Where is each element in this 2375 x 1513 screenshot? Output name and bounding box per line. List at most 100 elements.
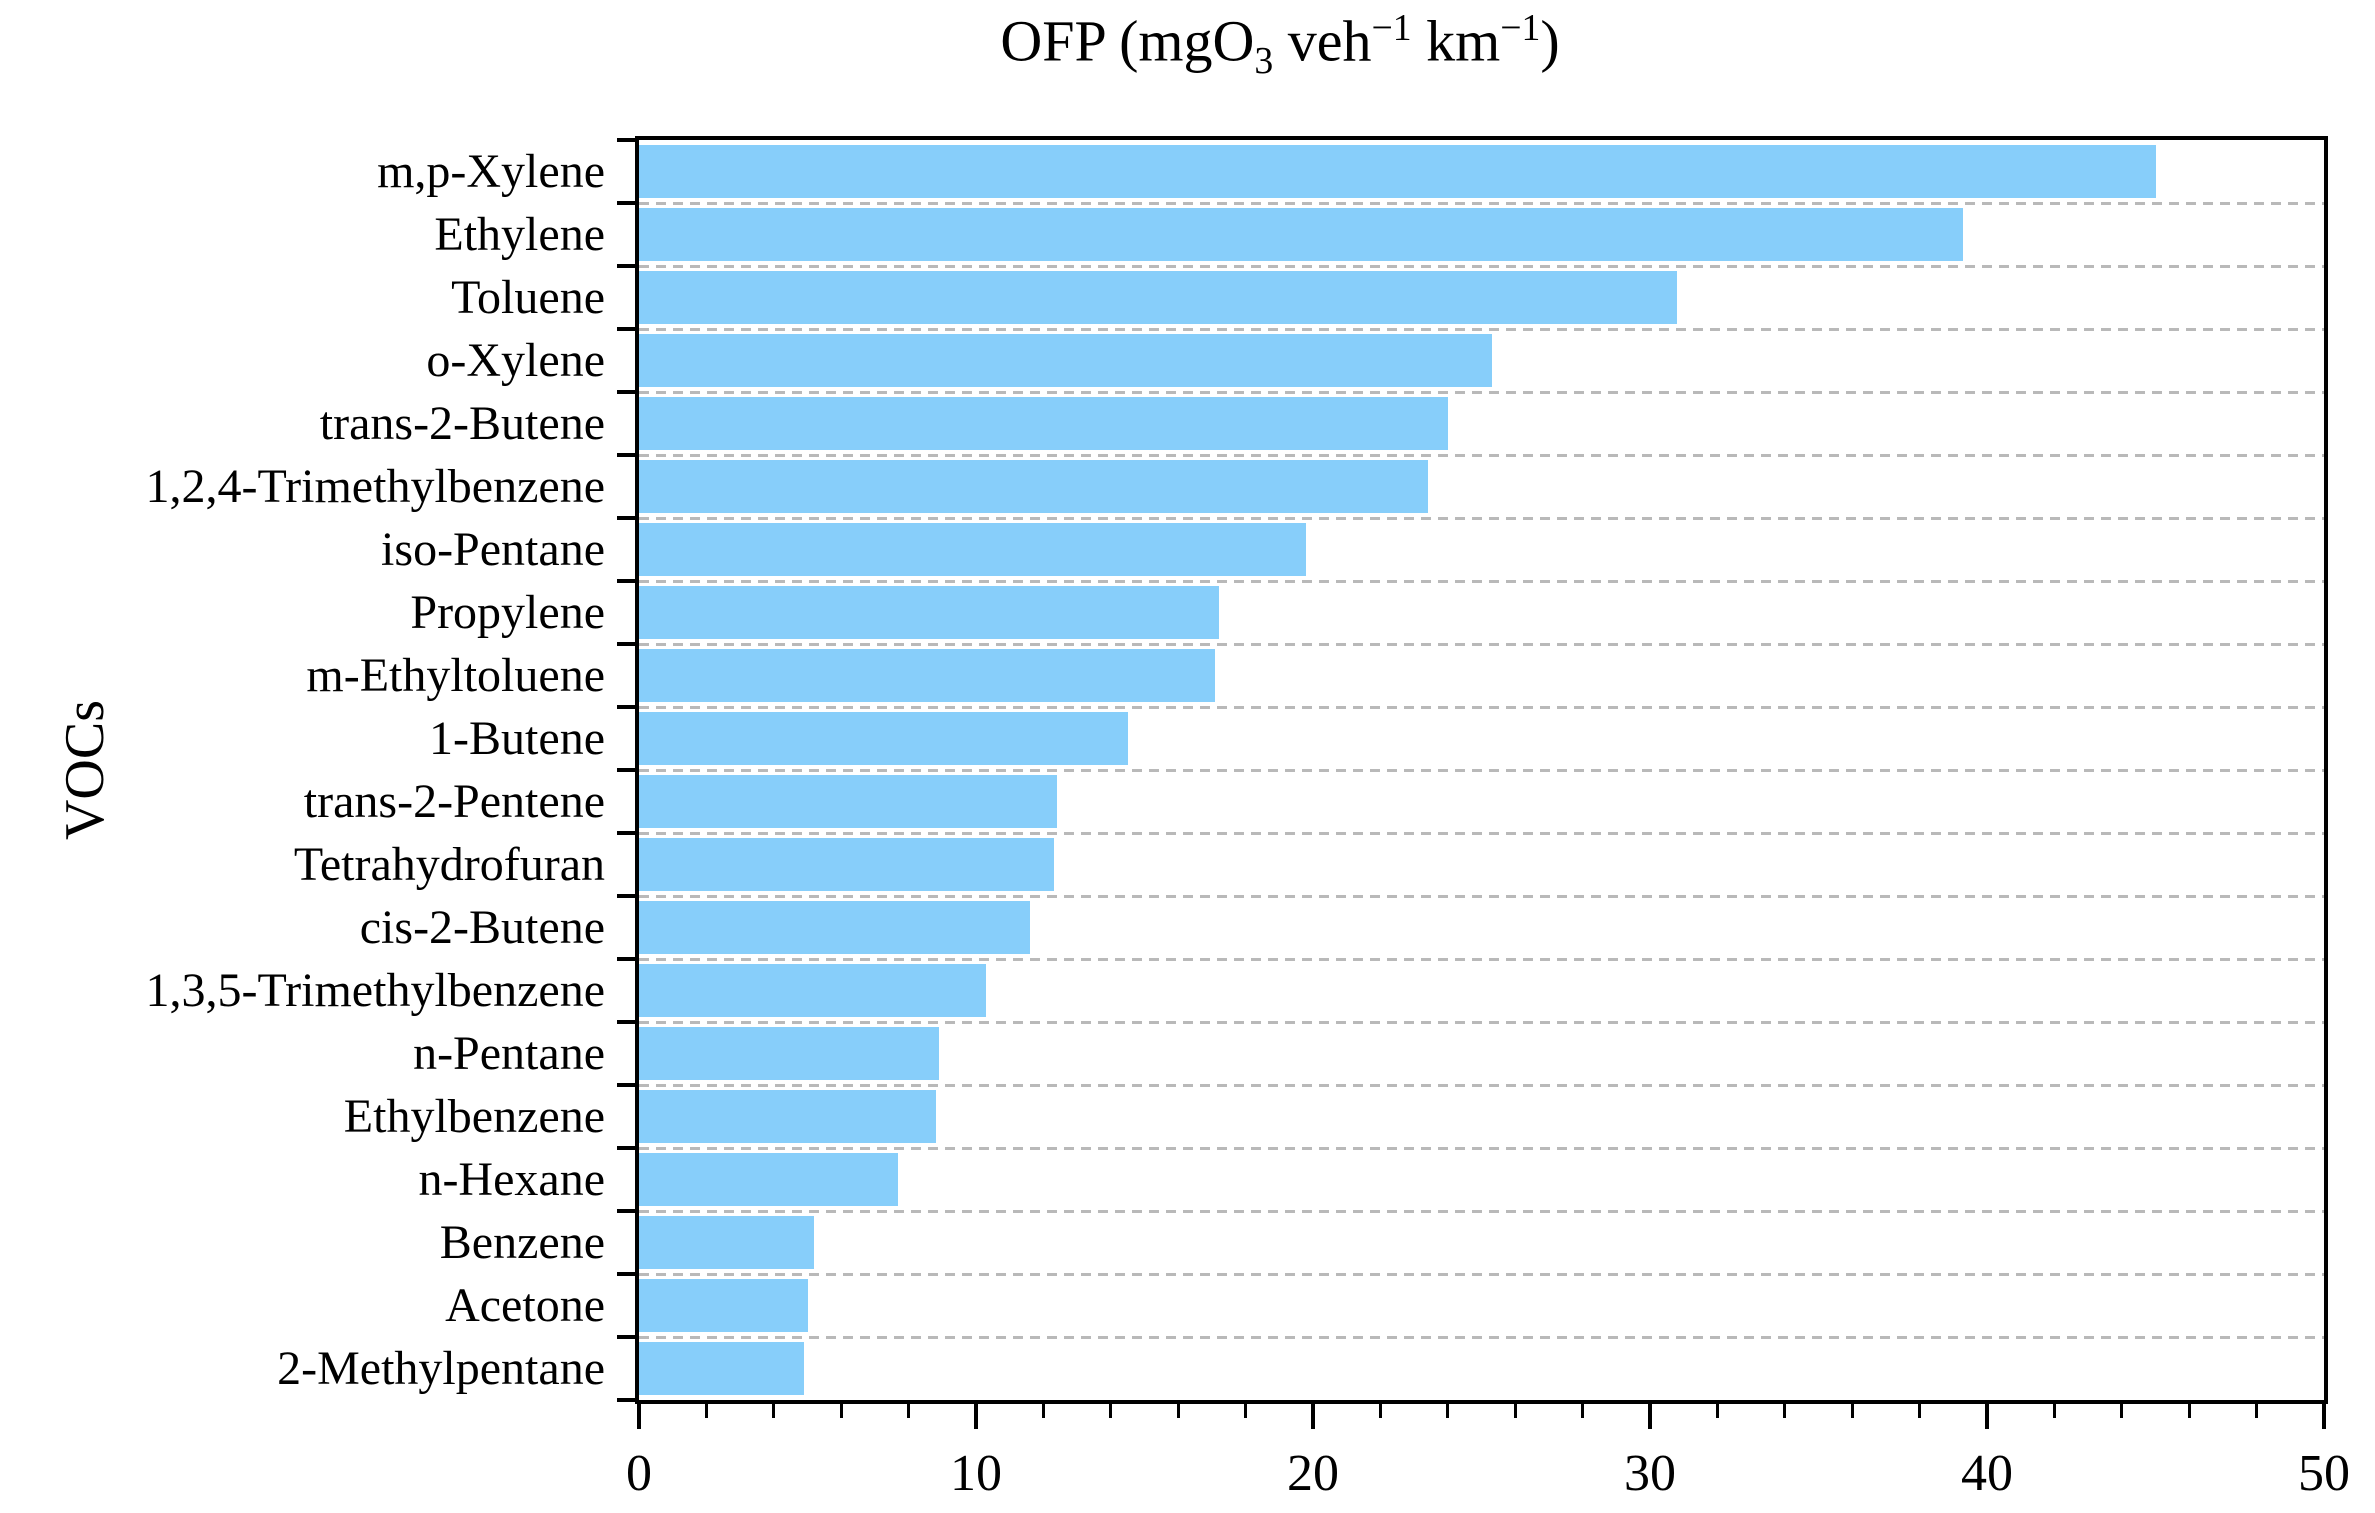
y-tick-label: Propylene (410, 586, 605, 639)
y-tick-label: n-Pentane (413, 1027, 605, 1080)
gridline (639, 579, 2324, 583)
y-tick-label: m,p-Xylene (377, 145, 605, 198)
x-axis-minor-tick (2187, 1404, 2191, 1418)
y-axis-tick (617, 579, 635, 583)
x-axis-major-tick (974, 1404, 978, 1429)
gridline (639, 327, 2324, 331)
y-axis-tick (617, 642, 635, 646)
y-tick-label: 2-Methylpentane (277, 1342, 605, 1395)
y-tick-label: 1,2,4-Trimethylbenzene (145, 460, 605, 513)
x-axis-minor-tick (1715, 1404, 1719, 1418)
bar (639, 775, 1057, 828)
y-tick-label: Ethylbenzene (343, 1090, 605, 1143)
gridline (639, 390, 2324, 394)
x-axis-minor-tick (907, 1404, 911, 1418)
gridline (639, 453, 2324, 457)
plot-area (635, 136, 2328, 1404)
gridline (639, 1083, 2324, 1087)
x-axis-minor-tick (1176, 1404, 1180, 1418)
bar (639, 1153, 899, 1206)
y-axis-tick (617, 1335, 635, 1339)
y-axis-tick (617, 705, 635, 709)
x-axis-minor-tick (1378, 1404, 1382, 1418)
x-axis-minor-tick (1783, 1404, 1787, 1418)
y-tick-label: m-Ethyltoluene (306, 649, 605, 702)
x-axis-major-tick (2322, 1404, 2326, 1429)
bar (639, 523, 1307, 576)
bar (639, 838, 1054, 891)
x-axis-minor-tick (1446, 1404, 1450, 1418)
y-axis-tick (617, 1020, 635, 1024)
y-axis-tick (617, 1146, 635, 1150)
bar (639, 586, 1219, 639)
bar (639, 901, 1030, 954)
x-axis-minor-tick (839, 1404, 843, 1418)
y-tick-label: 1-Butene (429, 712, 605, 765)
y-axis-tick (617, 831, 635, 835)
y-tick-label: 1,3,5-Trimethylbenzene (145, 964, 605, 1017)
bar (639, 1216, 815, 1269)
bar (639, 460, 1428, 513)
x-axis-major-tick (637, 1404, 641, 1429)
x-tick-label: 30 (1624, 1445, 1676, 1502)
y-tick-label: Toluene (451, 271, 605, 324)
gridline (639, 1335, 2324, 1339)
y-axis-tick (617, 516, 635, 520)
y-axis-tick (617, 201, 635, 205)
gridline (639, 768, 2324, 772)
bar (639, 1279, 808, 1332)
bar (639, 145, 2156, 198)
bar (639, 964, 987, 1017)
bar (639, 1027, 939, 1080)
gridline (639, 705, 2324, 709)
x-tick-label: 40 (1961, 1445, 2013, 1502)
x-axis-minor-tick (1244, 1404, 1248, 1418)
bar (639, 1342, 805, 1395)
y-axis-tick (617, 453, 635, 457)
gridline (639, 831, 2324, 835)
x-axis-major-tick (1985, 1404, 1989, 1429)
gridline (639, 201, 2324, 205)
y-axis-tick (617, 1398, 635, 1402)
y-tick-label: Benzene (439, 1216, 605, 1269)
gridline (639, 1020, 2324, 1024)
x-tick-label: 50 (2298, 1445, 2350, 1502)
y-axis-tick (617, 957, 635, 961)
x-axis-minor-tick (2255, 1404, 2259, 1418)
bar (639, 334, 1492, 387)
gridline (639, 1146, 2324, 1150)
x-axis-minor-tick (1918, 1404, 1922, 1418)
y-tick-label: trans-2-Butene (319, 397, 605, 450)
x-axis-minor-tick (2052, 1404, 2056, 1418)
y-tick-label: Acetone (445, 1279, 605, 1332)
x-axis-minor-tick (1041, 1404, 1045, 1418)
y-axis-tick (617, 894, 635, 898)
gridline (639, 957, 2324, 961)
gridline (639, 1209, 2324, 1213)
y-tick-label: n-Hexane (418, 1153, 605, 1206)
y-tick-label: Tetrahydrofuran (293, 838, 605, 891)
bar (639, 208, 1964, 261)
gridline (639, 642, 2324, 646)
y-axis-tick (617, 768, 635, 772)
bar (639, 271, 1677, 324)
y-axis-tick (617, 1083, 635, 1087)
y-axis-tick (617, 264, 635, 268)
bar (639, 712, 1128, 765)
y-axis-tick (617, 390, 635, 394)
y-tick-label: iso-Pentane (381, 523, 605, 576)
x-axis-minor-tick (772, 1404, 776, 1418)
x-tick-label: 0 (626, 1445, 652, 1502)
gridline (639, 264, 2324, 268)
y-tick-label: trans-2-Pentene (303, 775, 605, 828)
y-axis-tick (617, 1209, 635, 1213)
bar (639, 1090, 936, 1143)
x-axis-minor-tick (1581, 1404, 1585, 1418)
x-tick-label: 20 (1287, 1445, 1339, 1502)
x-axis-minor-tick (2120, 1404, 2124, 1418)
x-axis-major-tick (1648, 1404, 1652, 1429)
gridline (639, 894, 2324, 898)
x-tick-label: 10 (950, 1445, 1002, 1502)
y-axis-tick (617, 327, 635, 331)
